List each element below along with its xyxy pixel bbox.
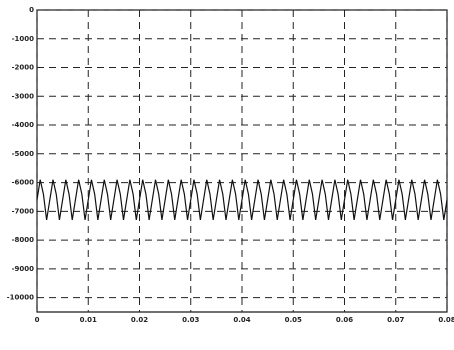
x-tick-label: 0.03 [182, 316, 199, 324]
y-tick-label: -6000 [12, 179, 35, 187]
y-tick-label: -4000 [12, 121, 35, 129]
y-tick-label: -10000 [7, 294, 34, 302]
line-series [36, 179, 448, 221]
x-tick-label: 0.04 [233, 316, 250, 324]
x-tick-label: 0.05 [285, 316, 302, 324]
x-tick-label: 0.02 [131, 316, 148, 324]
x-tick-label: 0.08 [438, 316, 454, 324]
y-tick-label: -8000 [12, 236, 35, 244]
x-tick-label: 0 [35, 316, 40, 324]
y-tick-label: -2000 [12, 64, 35, 72]
y-tick-label: 0 [29, 6, 34, 14]
x-tick-label: 0.07 [387, 316, 404, 324]
y-tick-label: -7000 [12, 207, 35, 215]
y-tick-label: -5000 [12, 150, 35, 158]
y-tick-label: -9000 [12, 265, 35, 273]
x-tick-label: 0.06 [336, 316, 353, 324]
y-tick-label: -3000 [12, 92, 35, 100]
x-tick-label: 0.01 [80, 316, 97, 324]
y-tick-label: -1000 [12, 35, 35, 43]
